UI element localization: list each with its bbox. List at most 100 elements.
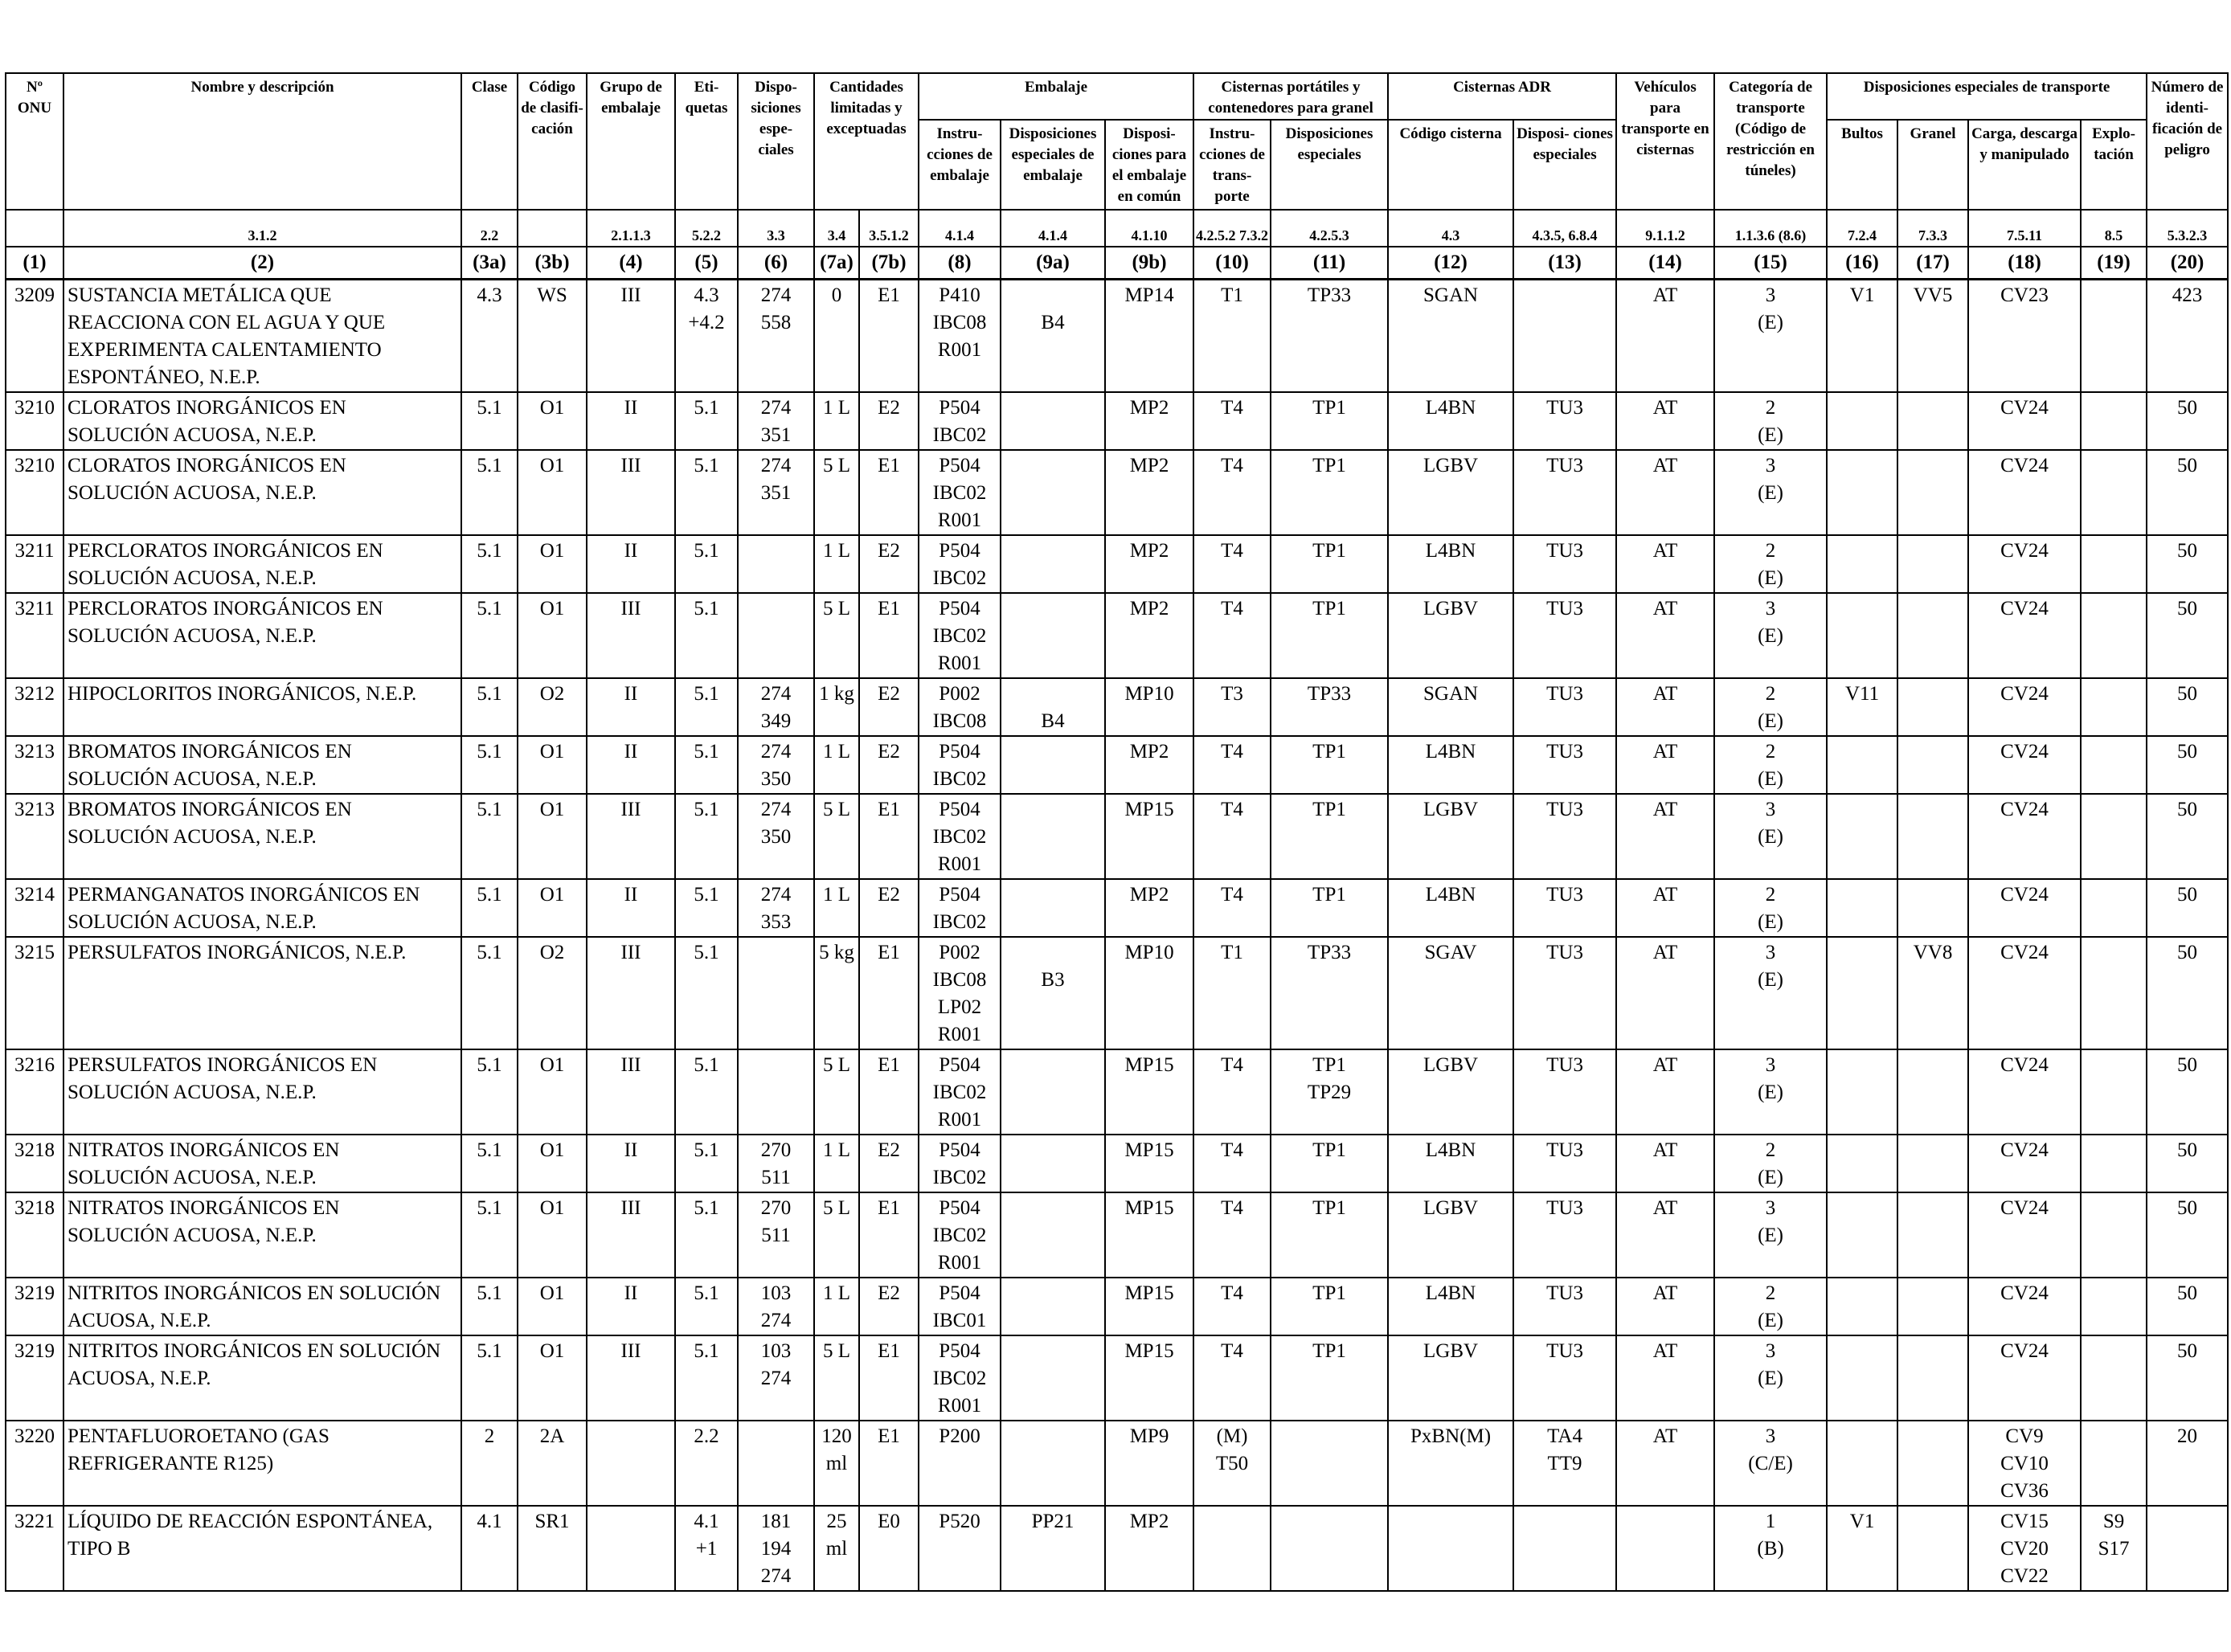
cell-line: TP1 <box>1312 741 1346 763</box>
data-cell: V1 <box>1826 1505 1899 1592</box>
name-description-cell: BROMATOS INORGÁNICOS EN SOLUCIÓN ACUOSA, … <box>63 793 462 880</box>
cell-line: 5.1 <box>694 1054 719 1076</box>
data-cell: 5.1 <box>461 1134 518 1193</box>
data-cell: 5 L <box>813 1335 860 1421</box>
cell-line: 5.1 <box>694 1340 719 1362</box>
cell-line: O1 <box>539 1054 565 1076</box>
data-cell: CV24 <box>1967 592 2082 679</box>
data-cell: CV24 <box>1967 936 2082 1050</box>
cell-line <box>740 595 812 623</box>
data-cell: O1 <box>517 534 587 594</box>
data-cell: T4 <box>1193 1277 1272 1336</box>
column-number-cell: (4) <box>586 246 676 280</box>
cell-line: O1 <box>539 540 565 562</box>
name-description-cell: SUSTANCIA METÁLICA QUE REACCIONA CON EL A… <box>63 278 462 393</box>
data-cell: P504 IBC02 R001 <box>918 449 1001 536</box>
data-cell: 423 <box>2146 278 2229 393</box>
table-row: 3219 NITRITOS INORGÁNICOS EN SOLUCIÓN ACUO… <box>5 1335 2229 1421</box>
data-cell <box>737 592 815 679</box>
cell-line: E1 <box>878 284 900 306</box>
data-cell: 274 350 <box>737 793 815 880</box>
cell-line: 5.1 <box>694 741 719 763</box>
cell-line: TU3 <box>1546 455 1583 476</box>
cell-line: VV5 <box>1913 284 1953 306</box>
data-cell: 50 <box>2146 534 2229 594</box>
cell-line: R001 <box>937 1109 982 1131</box>
cell-line: (E) <box>1758 1368 1783 1389</box>
cell-line: (E) <box>1758 312 1783 333</box>
data-cell: AT <box>1615 793 1716 880</box>
cell-line: ml <box>825 1453 848 1474</box>
reference-cell: 2.2 <box>461 210 518 247</box>
data-cell: 5.1 <box>674 793 739 880</box>
data-cell: TP1 <box>1270 1134 1390 1193</box>
data-cell: 1 L <box>813 735 860 795</box>
cell-line: II <box>624 884 638 906</box>
cell-line <box>589 1508 673 1535</box>
cell-line: CV24 <box>2000 455 2049 476</box>
name-description-cell: LÍQUIDO DE REACCIÓN ESPONTÁNEA, TIPO B <box>63 1505 462 1592</box>
name-description-cell: NITRITOS INORGÁNICOS EN SOLUCIÓN ACUOSA, … <box>63 1335 462 1421</box>
cell-line: 103 <box>760 1340 792 1362</box>
cell-line: 558 <box>760 312 792 333</box>
cell-line: MP9 <box>1129 1425 1169 1447</box>
cell-line: HIPOCLORITOS INORGÁNICOS, N.E.P. <box>68 683 417 705</box>
cell-line: E2 <box>878 741 900 763</box>
cell-line: II <box>624 741 638 763</box>
cell-line: IBC02 <box>932 1225 987 1246</box>
table-row: 3220 PENTAFLUOROETANO (GAS REFRIGERANTE R1… <box>5 1420 2229 1507</box>
data-cell: II <box>586 878 676 938</box>
cell-line: T4 <box>1221 884 1243 906</box>
reference-cell: 8.5 <box>2080 210 2148 247</box>
data-cell: 5.1 <box>674 677 739 737</box>
cell-line: P504 <box>939 397 980 419</box>
data-cell: LGBV <box>1387 1335 1515 1421</box>
cell-line <box>2083 452 2144 480</box>
cell-line: L4BN <box>1425 1139 1476 1161</box>
data-cell: 103 274 <box>737 1335 815 1421</box>
cell-line: MP2 <box>1129 540 1169 562</box>
cell-line: 103 <box>760 1282 792 1304</box>
cell-line: TP33 <box>1307 683 1352 705</box>
cell-line: 2 <box>1765 884 1776 906</box>
cell-line: WS <box>537 284 567 306</box>
cell-line: 50 <box>2177 1340 2198 1362</box>
data-cell: TP1 <box>1270 793 1390 880</box>
data-cell <box>737 534 815 594</box>
cell-line: TP1 <box>1312 397 1346 419</box>
data-cell <box>2080 936 2148 1050</box>
data-cell: AT <box>1615 278 1716 393</box>
data-cell <box>1826 449 1899 536</box>
cell-line: E1 <box>878 799 900 820</box>
data-cell: CV23 <box>1967 278 2082 393</box>
cell-line: E0 <box>878 1511 900 1532</box>
cell-line: IBC08 <box>932 710 987 732</box>
data-cell: E1 <box>858 936 919 1050</box>
cell-line: ml <box>825 1538 848 1560</box>
cell-line: AT <box>1652 1282 1678 1304</box>
column-number-cell: (2) <box>63 246 462 280</box>
data-cell: 2 (E) <box>1713 391 1828 451</box>
cell-line: R001 <box>937 339 982 361</box>
data-cell: 274 353 <box>737 878 815 938</box>
cell-line: 511 <box>761 1167 791 1188</box>
cell-line: II <box>624 1282 638 1304</box>
data-cell: TU3 <box>1513 1277 1618 1336</box>
cell-line: S17 <box>2098 1538 2130 1560</box>
reference-cell: 3.1.2 <box>63 210 462 247</box>
column-number-cell: (9a) <box>1000 246 1106 280</box>
data-cell: LGBV <box>1387 449 1515 536</box>
cell-line: AT <box>1652 884 1678 906</box>
data-cell <box>2080 735 2148 795</box>
cell-line: 5.1 <box>477 799 502 820</box>
data-cell: 5.1 <box>674 534 739 594</box>
cell-line: 3 <box>1765 1425 1776 1447</box>
cell-line: T4 <box>1221 1139 1243 1161</box>
cell-line: V1 <box>1849 284 1875 306</box>
data-cell <box>1513 1505 1618 1592</box>
cell-line <box>1829 395 1895 422</box>
cell-line <box>1390 1508 1511 1535</box>
cell-line: 3 <box>1765 1340 1776 1362</box>
cell-line <box>1619 1508 1712 1535</box>
data-cell: CV24 <box>1967 735 2082 795</box>
